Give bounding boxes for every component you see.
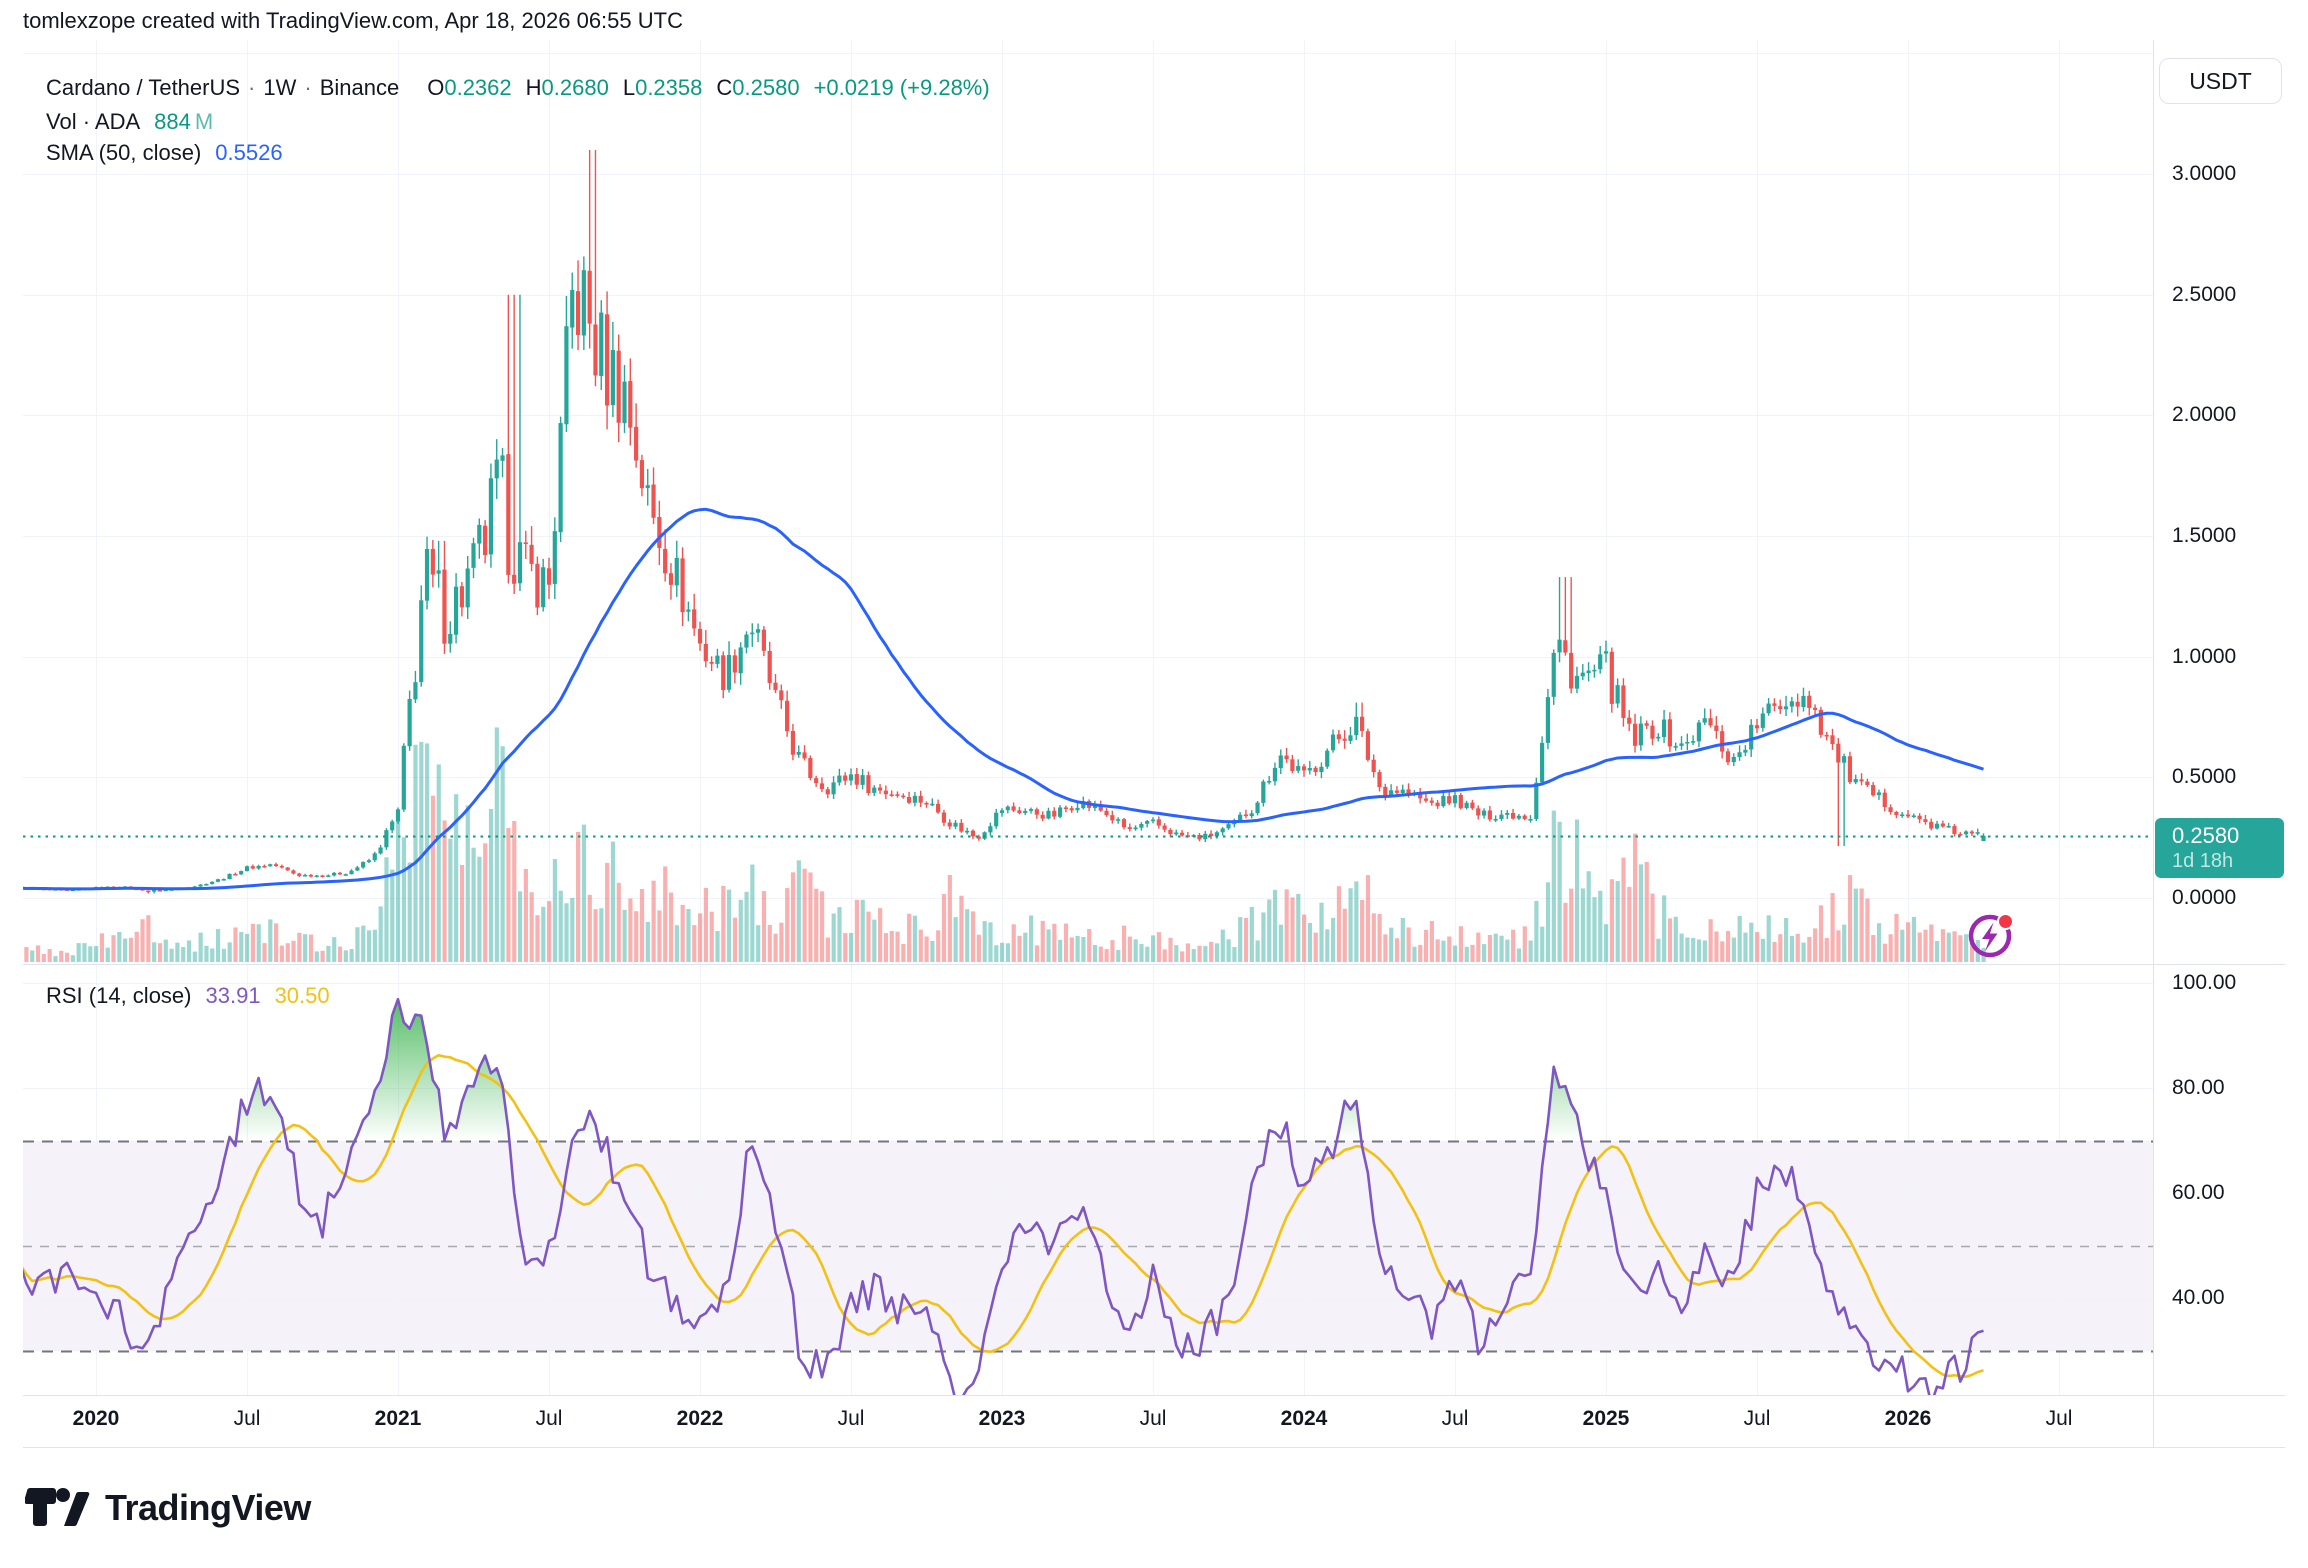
rsi-pane-canvas[interactable] xyxy=(23,964,2153,1395)
rsi-label: RSI (14, close) xyxy=(46,983,192,1008)
rsi-tick-60: 60.00 xyxy=(2172,1181,2225,1204)
volume-unit: M xyxy=(194,109,214,134)
time-scale-axis[interactable]: 2020 Jul 2021 Jul 2022 Jul 2023 Jul 2024… xyxy=(23,1396,2153,1447)
chart-container: Cardano / TetherUS · 1W · Binance O0.2362 H0.2… xyxy=(23,40,2308,1448)
time-tick-2021: 2021 xyxy=(374,1407,422,1430)
legend-separator2: · xyxy=(304,75,312,100)
time-tick-2026: 2026 xyxy=(1884,1407,1932,1430)
boost-button[interactable] xyxy=(1964,908,2018,962)
price-tick-1_5: 1.5000 xyxy=(2172,524,2237,547)
pane-separator-rsi-timeaxis xyxy=(23,1395,2285,1396)
sma-value: 0.5526 xyxy=(215,140,283,165)
lightning-icon xyxy=(1968,913,2014,958)
interval-label: 1W xyxy=(263,75,297,100)
price-tick-0: 0.0000 xyxy=(2172,886,2237,909)
last-price-value: 0.2580 xyxy=(2172,823,2240,848)
rsi-value: 33.91 xyxy=(205,983,261,1008)
price-tick-2: 2.0000 xyxy=(2172,403,2237,426)
ohlc-high: H0.2680 xyxy=(525,75,609,100)
footer-branding[interactable]: TradingView xyxy=(25,1487,311,1529)
time-tick-jul-2022: Jul xyxy=(837,1407,865,1430)
price-scale-border xyxy=(2153,40,2154,1447)
tradingview-logo-icon xyxy=(25,1488,90,1527)
ohlc-low: L0.2358 xyxy=(622,75,703,100)
sma-legend-row[interactable]: SMA (50, close) 0.5526 xyxy=(46,137,990,169)
time-tick-2020: 2020 xyxy=(72,1407,120,1430)
time-tick-jul-2026: Jul xyxy=(2045,1407,2073,1430)
brand-name: TradingView xyxy=(105,1487,311,1528)
time-tick-jul-2023: Jul xyxy=(1139,1407,1167,1430)
time-tick-2024: 2024 xyxy=(1280,1407,1328,1430)
ohlc-open: O0.2362 xyxy=(427,75,512,100)
legend-separator: · xyxy=(248,75,256,100)
time-tick-jul-2020: Jul xyxy=(233,1407,261,1430)
sma-label: SMA (50, close) xyxy=(46,140,202,165)
main-legend: Cardano / TetherUS · 1W · Binance O0.2362 H0.2… xyxy=(46,72,990,169)
exchange-label: Binance xyxy=(319,75,400,100)
currency-toggle-button[interactable]: USDT xyxy=(2159,58,2282,104)
rsi-legend-row[interactable]: RSI (14, close) 33.91 30.50 xyxy=(46,980,330,1012)
symbol-legend-row[interactable]: Cardano / TetherUS · 1W · Binance O0.2362 H0.2… xyxy=(46,72,990,104)
rsi-tick-40: 40.00 xyxy=(2172,1286,2225,1309)
time-tick-2022: 2022 xyxy=(676,1407,724,1430)
pane-separator-price-rsi[interactable] xyxy=(23,964,2285,965)
last-price-badge: 0.2580 1d 18h xyxy=(2155,818,2284,878)
time-tick-jul-2024: Jul xyxy=(1441,1407,1469,1430)
price-tick-1: 1.0000 xyxy=(2172,645,2237,668)
ohlc-close: C0.2580 xyxy=(716,75,800,100)
price-scale-axis[interactable]: USDT 3.0000 2.5000 2.0000 1.5000 1.0000 … xyxy=(2154,40,2308,1447)
rsi-tick-100: 100.00 xyxy=(2172,971,2237,994)
volume-value: 884 xyxy=(154,109,191,134)
rsi-tick-80: 80.00 xyxy=(2172,1076,2225,1099)
price-tick-0_5: 0.5000 xyxy=(2172,765,2237,788)
time-tick-jul-2025: Jul xyxy=(1743,1407,1771,1430)
time-tick-2023: 2023 xyxy=(978,1407,1026,1430)
chart-bottom-border xyxy=(23,1447,2285,1448)
time-tick-jul-2021: Jul xyxy=(535,1407,563,1430)
bar-countdown: 1d 18h xyxy=(2172,850,2234,872)
price-tick-2_5: 2.5000 xyxy=(2172,283,2237,306)
price-tick-3: 3.0000 xyxy=(2172,162,2237,185)
price-pane-canvas[interactable] xyxy=(23,40,2153,964)
rsi-ma-value: 30.50 xyxy=(274,983,330,1008)
time-tick-2025: 2025 xyxy=(1582,1407,1630,1430)
volume-label: Vol · ADA xyxy=(46,109,141,134)
attribution-text: tomlexzope created with TradingView.com,… xyxy=(23,8,683,33)
change-value: +0.0219 (+9.28%) xyxy=(813,75,990,100)
symbol-name: Cardano / TetherUS xyxy=(46,75,241,100)
volume-legend-row[interactable]: Vol · ADA 884 M xyxy=(46,106,990,138)
